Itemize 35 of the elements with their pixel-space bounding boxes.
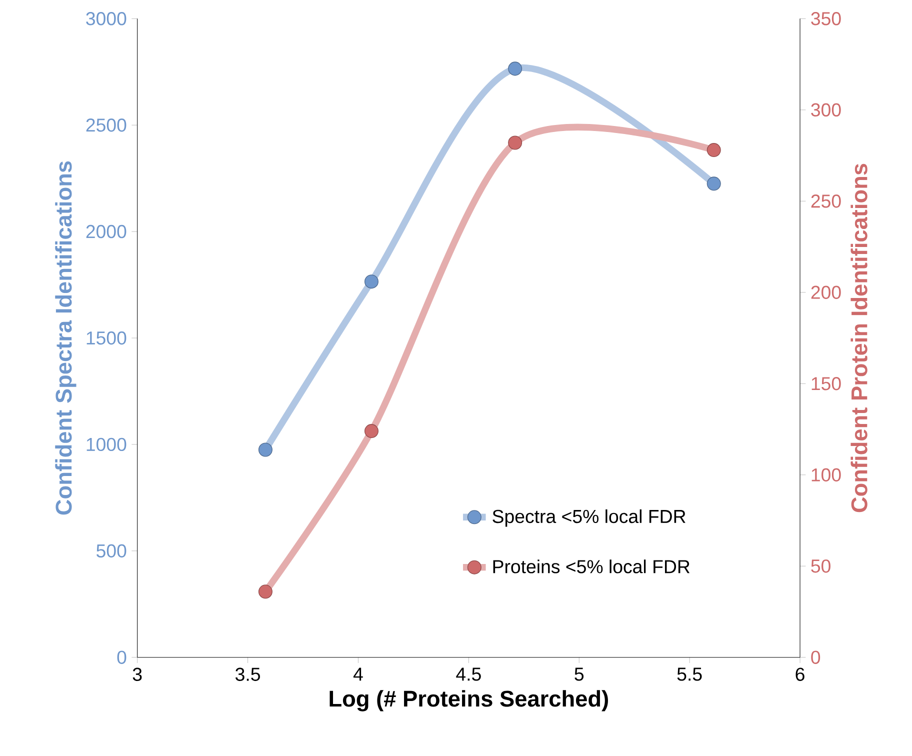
point — [706, 143, 721, 158]
y2-tick-label: 0 — [811, 650, 820, 664]
x-tick-label: 4 — [353, 668, 363, 681]
y-tick-label: 1000 — [86, 438, 126, 452]
y2-tick-label: 150 — [812, 376, 841, 390]
y-tick-label: 0 — [117, 650, 126, 664]
y-axis-title: Confident Spectra Identifications — [55, 161, 76, 515]
x-tick-label: 5.5 — [677, 668, 702, 681]
x-axis-title: Log (# Proteins Searched) — [330, 690, 608, 712]
y-tick-label: 1500 — [86, 331, 126, 345]
y2-tick-label: 100 — [812, 468, 841, 482]
x-tick-label: 3.5 — [236, 668, 260, 681]
x-tick-label: 5 — [574, 668, 584, 681]
point — [508, 62, 522, 76]
y2-tick-label: 350 — [811, 12, 841, 26]
y2-tick-label: 300 — [811, 103, 841, 117]
point — [364, 424, 378, 438]
y2-tick-label: 50 — [811, 559, 830, 573]
y-tick-label: 3000 — [86, 12, 126, 26]
legend-label: Spectra <5% local FDR — [492, 509, 686, 527]
y2-tick-label: 250 — [811, 194, 841, 208]
x-tick-label: 3 — [132, 668, 142, 681]
point — [364, 274, 378, 289]
legend-label: Proteins <5% local FDR — [493, 560, 690, 574]
y-tick-label: 2000 — [86, 224, 126, 238]
x-tick-label: 6 — [796, 668, 804, 681]
y2-tick-label: 200 — [811, 286, 841, 299]
y-tick-label: 500 — [96, 544, 126, 558]
point — [258, 442, 272, 457]
point — [706, 176, 721, 191]
y2-axis-title: Confident Protein Identifications — [850, 164, 868, 512]
point — [258, 584, 272, 599]
x-tick-label: 4.5 — [456, 668, 481, 681]
point — [508, 136, 522, 150]
y-tick-label: 2500 — [86, 118, 126, 132]
